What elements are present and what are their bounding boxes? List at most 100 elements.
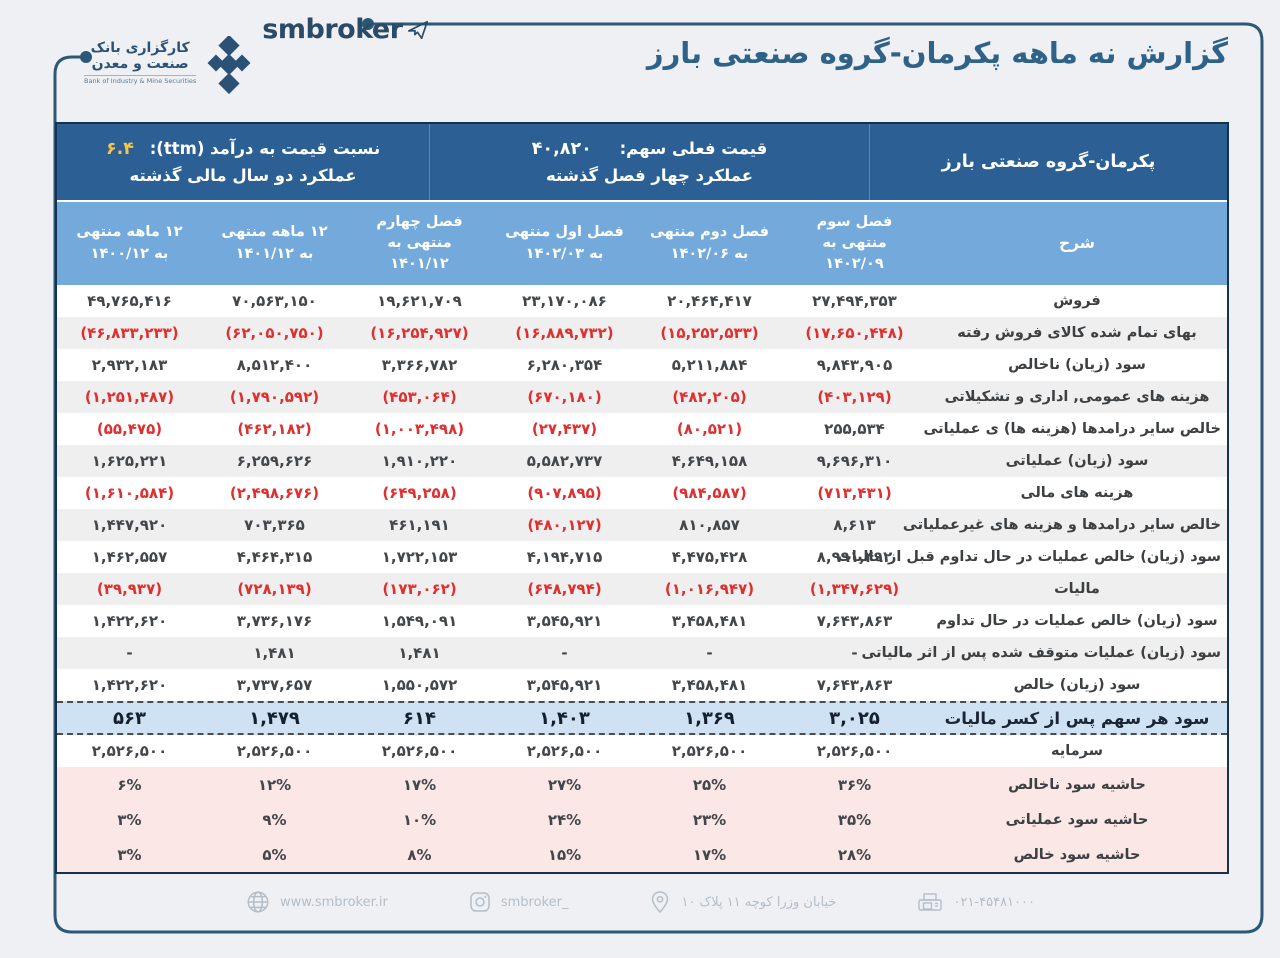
- cell-value: ۱,۵۴۹,۰۹۱: [381, 612, 458, 630]
- cell-value: (۴۸۰,۱۲۷): [527, 516, 602, 534]
- smbroker-wordmark: smbroker: [262, 14, 428, 45]
- cell-value: ۱,۷۲۲,۱۵۳: [381, 548, 458, 566]
- row-label: بهای تمام شده کالای فروش رفته: [957, 325, 1197, 341]
- cell-value: ۱,۴۶۲,۵۵۷: [91, 548, 168, 566]
- cell-value: ۹,۸۴۳,۹۰۵: [816, 356, 893, 374]
- cell-value: (۱۷,۶۵۰,۴۴۸): [805, 324, 904, 342]
- cell-value: ۲۷%: [547, 775, 582, 794]
- footer-instagram: smbroker_: [468, 890, 569, 914]
- cell-value: ۱۹,۶۲۱,۷۰۹: [377, 292, 462, 310]
- footer-phone: ۰۲۱-۴۵۴۸۱۰۰۰: [916, 890, 1035, 914]
- cell-value: ۳,۴۵۸,۴۸۱: [671, 676, 748, 694]
- table-body: فروش ۲۷,۴۹۴,۳۵۳ ۲۰,۴۶۴,۴۱۷ ۲۳,۱۷۰,۰۸۶ ۱۹,۶۲۱…: [57, 285, 1227, 872]
- row-label: سود (زیان) خالص عملیات در حال تداوم: [936, 613, 1218, 629]
- cell-value: ۱۷%: [692, 845, 727, 864]
- row-label: فروش: [1053, 293, 1101, 309]
- cell-value: ۴,۴۶۴,۳۱۵: [236, 548, 313, 566]
- table-row: حاشیه سود خالص ۲۸% ۱۷% ۱۵% ۸% ۵% ۳%: [57, 837, 1227, 872]
- table-row: خالص سایر درامدها و هزینه های غیرعملیاتی…: [57, 509, 1227, 541]
- cell-value: -: [126, 644, 133, 662]
- fax-phone-icon: [918, 893, 943, 911]
- cell-value: ۳۵%: [837, 810, 872, 829]
- cell-value: (۱,۰۰۳,۴۹۸): [374, 420, 465, 438]
- cell-value: ۶%: [117, 775, 142, 794]
- two-years-label: عملکرد دو سال مالی گذشته: [129, 166, 357, 185]
- period-column-header: فصل چهارم منتهی به ۱۴۰۱/۱۲: [376, 213, 463, 272]
- row-label: سود (زیان) خالص عملیات در حال تداوم قبل …: [837, 549, 1221, 565]
- cell-value: (۷۲۸,۱۳۹): [237, 580, 312, 598]
- cell-value: ۲۰,۴۶۴,۴۱۷: [667, 292, 752, 310]
- table-row: سود (زیان) ناخالص ۹,۸۴۳,۹۰۵ ۵,۲۱۱,۸۸۴ ۶,۲۸۰…: [57, 349, 1227, 381]
- row-label: سود (زیان) ناخالص: [1008, 357, 1146, 373]
- row-label: حاشیه سود خالص: [1013, 846, 1141, 863]
- cell-value: ۳%: [117, 845, 142, 864]
- pe-section: نسبت قیمت به درآمد (ttm): ۶.۴ عملکرد دو …: [57, 124, 429, 200]
- pe-label: نسبت قیمت به درآمد (ttm):: [149, 139, 381, 158]
- cell-value: ۳,۷۳۶,۱۷۶: [236, 612, 313, 630]
- brand-header: کارگزاری بانک صنعت و معدن Bank of Indust…: [84, 12, 429, 98]
- cell-value: ۲۳,۱۷۰,۰۸۶: [522, 292, 607, 310]
- report-table: پکرمان-گروه صنعتی بارز قیمت فعلی سهم: ۴۰…: [55, 122, 1229, 874]
- row-label: هزینه های مالی: [1020, 485, 1134, 501]
- cell-value: (۱۶,۲۵۴,۹۲۷): [370, 324, 469, 342]
- cell-value: ۶۱۴: [403, 707, 436, 729]
- table-row: بهای تمام شده کالای فروش رفته (۱۷,۶۵۰,۴۴۸…: [57, 317, 1227, 349]
- cell-value: ۶,۲۸۰,۳۵۴: [526, 356, 603, 374]
- cell-value: ۱۲%: [257, 775, 292, 794]
- row-label: سود (زیان) خالص: [1013, 677, 1141, 693]
- instagram-text: smbroker_: [500, 894, 569, 910]
- cell-value: ۱,۵۵۰,۵۷۲: [381, 676, 458, 694]
- cell-value: ۱,۶۲۵,۲۲۱: [91, 452, 168, 470]
- table-row: هزینه های عمومی, اداری و تشکیلاتی (۴۰۳,۱۲…: [57, 381, 1227, 413]
- phone-text: ۰۲۱-۴۵۴۸۱۰۰۰: [953, 894, 1035, 910]
- cell-value: (۱۵,۲۵۲,۵۳۳): [660, 324, 759, 342]
- row-label: مالیات: [1054, 581, 1100, 597]
- cell-value: ۷,۶۴۳,۸۶۳: [816, 612, 893, 630]
- cell-value: (۱,۳۴۷,۶۲۹): [809, 580, 900, 598]
- row-label: حاشیه سود عملیاتی: [1005, 811, 1149, 828]
- footer-website: www.smbroker.ir: [245, 889, 388, 915]
- cell-value: ۲۵۵,۵۳۴: [824, 420, 885, 438]
- row-label: خالص سایر درامدها و هزینه های غیرعملیاتی: [902, 517, 1221, 533]
- cell-value: ۳,۰۲۵: [829, 707, 880, 729]
- cell-value: ۷۰,۵۶۳,۱۵۰: [232, 292, 317, 310]
- bank-name-fa-line2: صنعت و معدن: [91, 56, 189, 73]
- cell-value: -: [851, 644, 858, 662]
- row-label: هزینه های عمومی, اداری و تشکیلاتی: [944, 389, 1210, 405]
- cell-value: ۵,۵۸۲,۷۳۷: [526, 452, 603, 470]
- cell-value: ۴,۶۴۹,۱۵۸: [671, 452, 748, 470]
- cell-value: (۱۶,۸۸۹,۷۳۲): [515, 324, 614, 342]
- cell-value: ۴۹,۷۶۵,۴۱۶: [87, 292, 172, 310]
- row-label: سود (زیان) عملیاتی: [1005, 453, 1149, 469]
- instagram-icon: [470, 892, 490, 912]
- cell-value: (۱,۶۱۰,۵۸۴): [84, 484, 175, 502]
- cell-value: ۳۶%: [837, 775, 872, 794]
- cell-value: ۱,۴۸۱: [398, 644, 441, 662]
- footer-address: خیابان وزرا کوچه ۱۱ پلاک ۱۰: [648, 889, 836, 915]
- pe-line: نسبت قیمت به درآمد (ttm): ۶.۴: [106, 139, 380, 159]
- period-column-header: فصل دوم منتهی به ۱۴۰۲/۰۶: [650, 224, 769, 262]
- price-value: ۴۰,۸۲۰: [531, 139, 592, 159]
- cell-value: (۴۰۳,۱۲۹): [817, 388, 892, 406]
- period-column-header: ۱۲ ماهه منتهی به ۱۴۰۱/۱۲: [221, 224, 328, 262]
- cell-value: ۳%: [117, 810, 142, 829]
- price-section: قیمت فعلی سهم: ۴۰,۸۲۰ عملکرد چهار فصل گذ…: [429, 124, 869, 200]
- cell-value: ۷۰۳,۳۶۵: [244, 516, 305, 534]
- cell-value: ۴۶۱,۱۹۱: [389, 516, 450, 534]
- cell-value: ۶,۲۵۹,۶۲۶: [236, 452, 313, 470]
- period-column-header: فصل سوم منتهی به ۱۴۰۲/۰۹: [816, 213, 893, 272]
- cell-value: ۱۰%: [402, 810, 437, 829]
- cell-value: (۶۲,۰۵۰,۷۵۰): [225, 324, 324, 342]
- cell-value: (۶۷۰,۱۸۰): [527, 388, 602, 406]
- description-column-header: شرح: [1058, 234, 1096, 253]
- cell-value: ۵,۲۱۱,۸۸۴: [671, 356, 748, 374]
- current-price-line: قیمت فعلی سهم: ۴۰,۸۲۰: [532, 139, 768, 159]
- cell-value: ۳,۵۴۵,۹۲۱: [526, 612, 603, 630]
- cell-value: (۷۱۳,۴۳۱): [817, 484, 892, 502]
- table-row: سرمایه ۲,۵۲۶,۵۰۰ ۲,۵۲۶,۵۰۰ ۲,۵۲۶,۵۰۰ ۲,۵۲۶,۵…: [57, 735, 1227, 767]
- cell-value: ۲۷,۴۹۴,۳۵۳: [812, 292, 897, 310]
- cell-value: ۳,۳۶۶,۷۸۲: [381, 356, 458, 374]
- table-row: سود (زیان) عملیات متوقف شده پس از اثر ما…: [57, 637, 1227, 669]
- cell-value: (۴۸۲,۲۰۵): [672, 388, 747, 406]
